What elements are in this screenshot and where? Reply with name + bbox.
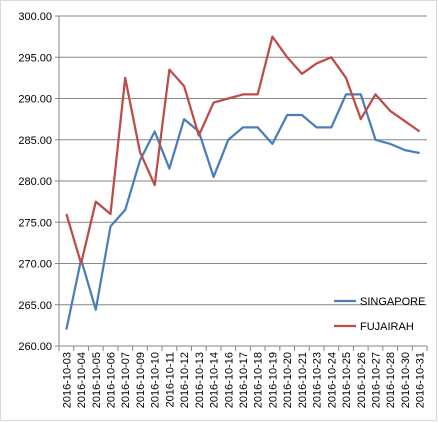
- series-line-fujairah: [65, 35, 421, 265]
- x-tick-label: 2016-10-18: [253, 352, 265, 408]
- x-tick-label: 2016-10-25: [341, 352, 353, 408]
- x-tick-label: 2016-10-20: [282, 352, 294, 408]
- series-line-singapore: [65, 93, 420, 330]
- y-tick-label: 265.00: [18, 300, 52, 312]
- y-axis: 260.00 265.00 270.00 275.00 280.00 285.00 290.…: [18, 11, 60, 353]
- x-tick-label: 2016-10-04: [76, 352, 88, 408]
- y-tick-label: 275.00: [18, 217, 52, 229]
- series-lines: [65, 35, 421, 330]
- x-tick-label: 2016-10-09: [135, 352, 147, 408]
- x-tick-label: 2016-10-05: [91, 352, 103, 408]
- gridlines: [59, 15, 427, 347]
- x-tick-label: 2016-10-13: [194, 352, 206, 408]
- x-tick-label: 2016-10-14: [209, 352, 221, 408]
- x-tick-label: 2016-10-28: [385, 352, 397, 408]
- x-tick-label: 2016-10-24: [326, 352, 338, 408]
- y-tick-label: 300.00: [18, 11, 52, 23]
- y-tick-label: 295.00: [18, 52, 52, 64]
- y-tick-label: 280.00: [18, 176, 52, 188]
- x-axis: 2016-10-03 2016-10-04 2016-10-05 2016-10-06…: [58, 345, 428, 408]
- x-tick-label: 2016-10-17: [238, 352, 250, 408]
- x-tick-label: 2016-10-21: [297, 352, 309, 408]
- legend: SINGAPORE FUJAIRAH: [334, 296, 425, 333]
- x-tick-label: 2016-10-23: [312, 352, 324, 408]
- x-tick-label: 2016-10-03: [61, 352, 73, 408]
- x-tick-label: 2016-10-10: [150, 352, 162, 408]
- y-tick-label: 270.00: [18, 259, 52, 271]
- x-tick-label: 2016-10-12: [179, 352, 191, 408]
- x-tick-label: 2016-10-11: [164, 352, 176, 407]
- legend-label-singapore: SINGAPORE: [360, 296, 425, 308]
- x-tick-label: 2016-10-31: [415, 352, 427, 408]
- x-tick-label: 2016-10-16: [223, 352, 235, 408]
- y-tick-label: 285.00: [18, 135, 52, 147]
- x-tick-label: 2016-10-07: [120, 352, 132, 408]
- legend-label-fujairah: FUJAIRAH: [360, 321, 414, 333]
- x-tick-label: 2016-10-26: [356, 352, 368, 408]
- x-tick-label: 2016-10-27: [370, 352, 382, 408]
- x-tick-label: 2016-10-19: [267, 352, 279, 408]
- x-tick-label: 2016-10-06: [106, 352, 118, 408]
- x-tick-label: 2016-10-30: [400, 352, 412, 408]
- y-tick-label: 260.00: [18, 341, 52, 353]
- y-tick-label: 290.00: [18, 94, 52, 106]
